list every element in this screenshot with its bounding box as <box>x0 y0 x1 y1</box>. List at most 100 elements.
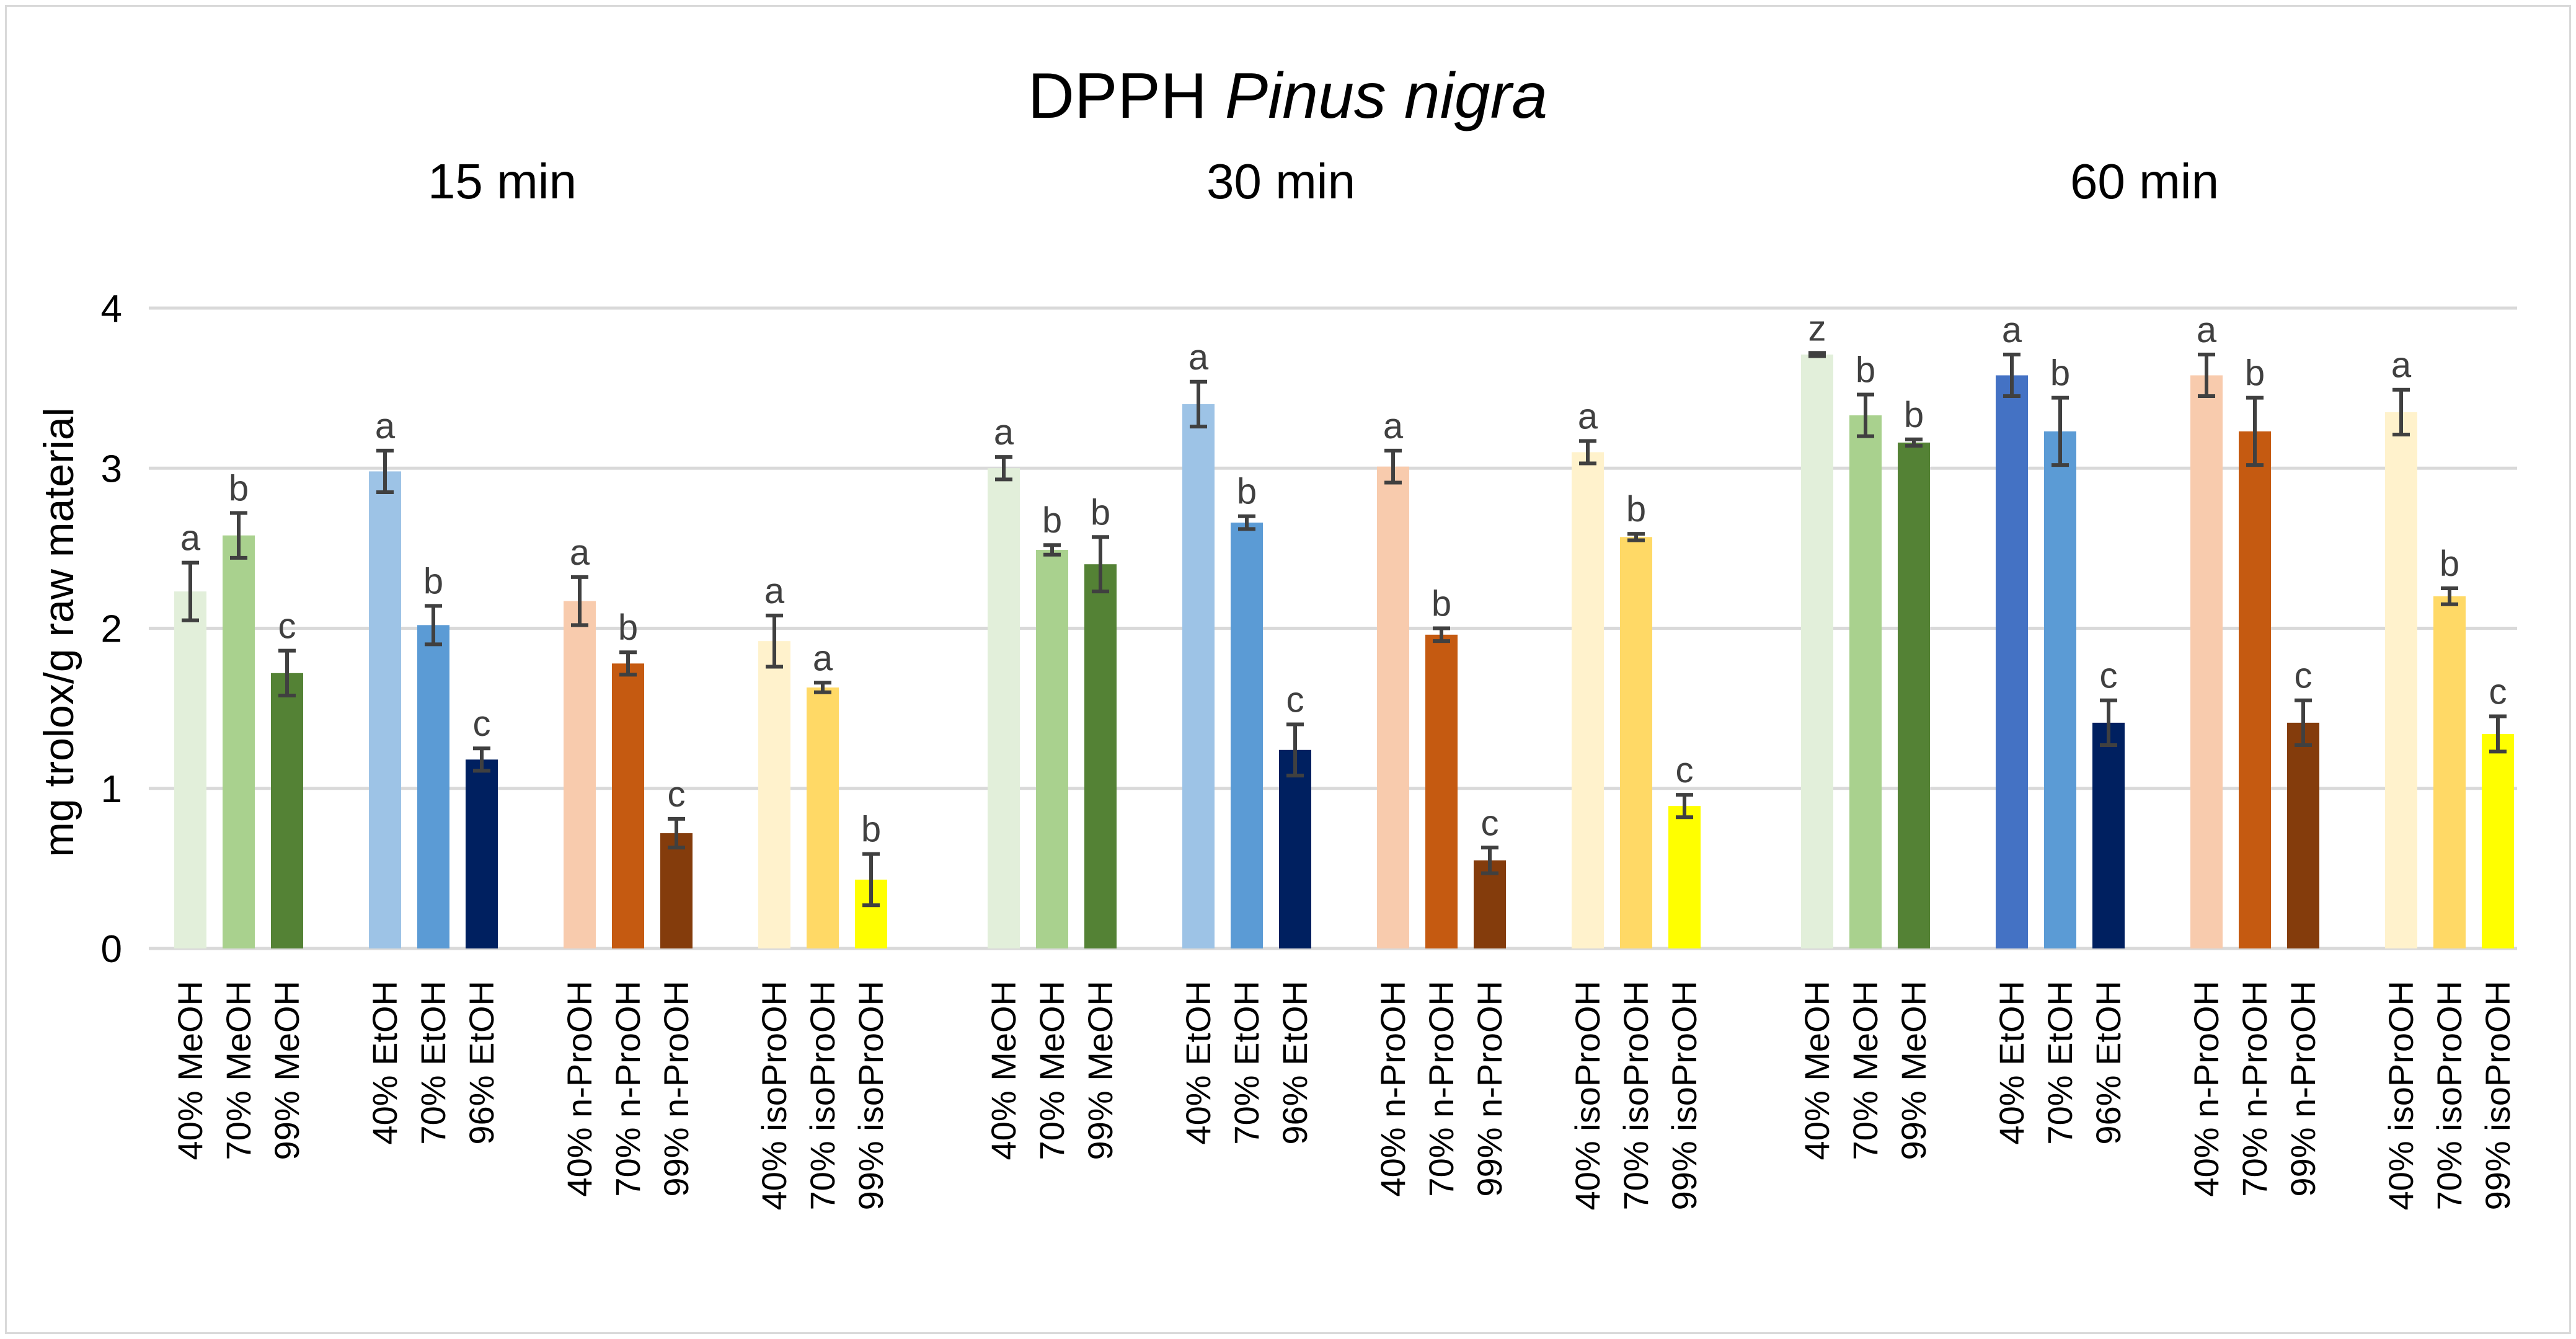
bar <box>758 641 790 948</box>
significance-letter: b <box>861 810 881 850</box>
bar <box>1572 452 1604 948</box>
bar <box>1231 523 1263 948</box>
category-label: 70% MeOH <box>1032 981 1071 1160</box>
significance-letter: a <box>1188 337 1209 378</box>
significance-letter: c <box>2100 656 2118 696</box>
significance-letter: a <box>2002 310 2022 350</box>
chart-title: DPPH Pinus nigra <box>1028 60 1547 132</box>
category-label: 40% MeOH <box>984 981 1023 1160</box>
significance-letter: b <box>1626 489 1646 529</box>
bar <box>1474 860 1506 948</box>
y-tick-label-4: 4 <box>101 288 122 330</box>
bar <box>223 535 255 948</box>
y-axis-title: mg trolox/g raw material <box>35 407 82 857</box>
bar <box>1084 564 1117 948</box>
significance-letter: b <box>423 561 443 601</box>
significance-letter: c <box>2489 672 2507 712</box>
chart-title-species: Pinus nigra <box>1225 60 1547 132</box>
category-label: 40% isoProOH <box>1568 981 1607 1210</box>
bar <box>2044 431 2076 948</box>
y-tick-label-3: 3 <box>101 448 122 490</box>
significance-letter: a <box>1578 396 1598 436</box>
category-label: 40% EtOH <box>365 981 404 1145</box>
significance-letter: c <box>668 774 686 815</box>
bar <box>807 687 839 948</box>
bar <box>1377 466 1409 948</box>
y-tick-label-0: 0 <box>101 928 122 971</box>
period-labels: 15 min 30 min 60 min <box>428 154 2219 209</box>
bar <box>1849 415 1882 948</box>
category-label: 40% EtOH <box>1179 981 1218 1145</box>
category-label: 40% n-ProOH <box>1373 981 1412 1197</box>
significance-letter: a <box>2391 345 2412 386</box>
significance-letter: b <box>1091 492 1110 533</box>
bar <box>1425 634 1458 948</box>
category-label: 40% isoProOH <box>755 981 794 1210</box>
category-label: 99% isoProOH <box>851 981 890 1210</box>
significance-letter: b <box>229 469 249 509</box>
significance-letter: b <box>2245 353 2265 394</box>
significance-letter: b <box>2440 544 2459 584</box>
bar <box>2092 722 2125 948</box>
significance-letter: c <box>1481 803 1499 843</box>
category-label: 99% MeOH <box>1081 981 1120 1160</box>
category-label: 40% isoProOH <box>2381 981 2420 1210</box>
y-tick-label-1: 1 <box>101 768 122 811</box>
bar <box>2287 722 2319 948</box>
category-label: 96% EtOH <box>462 981 501 1145</box>
significance-letter: b <box>1904 395 1924 435</box>
category-label: 70% n-ProOH <box>1422 981 1461 1197</box>
bar <box>1996 375 2028 948</box>
significance-letter: b <box>1042 500 1062 541</box>
bar <box>369 471 401 948</box>
bar <box>2385 412 2417 948</box>
category-label: 99% n-ProOH <box>1470 981 1509 1197</box>
chart-title-prefix: DPPH <box>1028 60 1207 132</box>
category-label: 70% EtOH <box>414 981 453 1145</box>
significance-letter: a <box>2197 310 2217 350</box>
category-label: 40% n-ProOH <box>560 981 599 1197</box>
bar <box>1182 404 1215 948</box>
period-label: 60 min <box>2070 154 2219 209</box>
category-label: 99% n-ProOH <box>657 981 696 1197</box>
significance-letter: a <box>1383 406 1404 446</box>
bars <box>174 354 2514 948</box>
bar <box>1801 354 1833 948</box>
significance-letter: c <box>278 606 296 647</box>
category-label: 40% MeOH <box>1797 981 1836 1160</box>
bar <box>1036 549 1068 948</box>
bar <box>612 663 644 948</box>
bar <box>1620 537 1652 948</box>
category-label: 70% isoProOH <box>2430 981 2469 1210</box>
significance-letter: a <box>994 412 1014 453</box>
significance-letter: b <box>1856 350 1875 390</box>
bar <box>660 833 693 948</box>
significance-letter: a <box>375 406 396 446</box>
significance-letter: c <box>473 704 491 744</box>
category-label: 40% n-ProOH <box>2187 981 2226 1197</box>
y-axis-ticks: 0 1 2 3 4 <box>101 288 122 971</box>
significance-letter: c <box>1676 750 1694 790</box>
category-label: 70% MeOH <box>1846 981 1885 1160</box>
category-label: 96% EtOH <box>2089 981 2128 1145</box>
category-label: 70% MeOH <box>219 981 258 1160</box>
category-label: 70% isoProOH <box>803 981 842 1210</box>
significance-letter: b <box>618 608 638 648</box>
bar <box>1668 806 1701 948</box>
significance-letter: b <box>2050 353 2070 394</box>
bar <box>988 468 1020 948</box>
significance-letter: a <box>813 638 833 678</box>
category-label: 40% MeOH <box>170 981 210 1160</box>
significance-letter: b <box>1432 584 1451 624</box>
category-label: 70% EtOH <box>2040 981 2079 1145</box>
y-tick-label-2: 2 <box>101 608 122 651</box>
bar <box>2190 375 2223 948</box>
bar <box>417 625 449 948</box>
category-label: 40% EtOH <box>1992 981 2031 1145</box>
significance-letter: z <box>1808 308 1826 348</box>
bar <box>564 601 596 948</box>
bar <box>2239 431 2271 948</box>
significance-letter: a <box>764 571 785 611</box>
